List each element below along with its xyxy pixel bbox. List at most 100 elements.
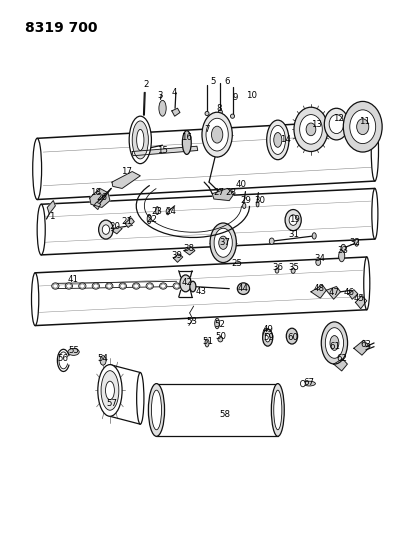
Text: 40: 40 [235, 180, 246, 189]
Ellipse shape [273, 390, 281, 430]
Text: 38: 38 [183, 244, 194, 253]
Text: 56: 56 [57, 354, 68, 364]
Circle shape [328, 115, 343, 134]
Polygon shape [94, 202, 100, 209]
Text: 10: 10 [245, 91, 256, 100]
Text: 24: 24 [165, 207, 176, 216]
Text: 52: 52 [214, 320, 225, 329]
Ellipse shape [205, 118, 228, 151]
Text: 33: 33 [336, 246, 347, 255]
Ellipse shape [100, 356, 106, 365]
Text: 49: 49 [262, 325, 272, 334]
Text: 23: 23 [151, 207, 162, 216]
Ellipse shape [98, 365, 122, 416]
Text: 30: 30 [254, 196, 265, 205]
Ellipse shape [262, 328, 270, 340]
Ellipse shape [65, 283, 72, 289]
Ellipse shape [269, 238, 274, 244]
Ellipse shape [180, 275, 191, 292]
Polygon shape [355, 295, 366, 309]
Ellipse shape [273, 133, 281, 147]
Text: 21: 21 [121, 217, 133, 226]
Ellipse shape [132, 283, 139, 289]
Text: 25: 25 [231, 260, 241, 268]
Ellipse shape [129, 116, 151, 164]
Polygon shape [353, 341, 369, 355]
Ellipse shape [159, 283, 166, 289]
Circle shape [356, 119, 368, 135]
Ellipse shape [290, 268, 294, 273]
Text: 37: 37 [219, 238, 230, 247]
Ellipse shape [209, 223, 236, 263]
Text: 57: 57 [106, 399, 117, 408]
Ellipse shape [274, 268, 278, 273]
Text: 51: 51 [202, 337, 213, 346]
Ellipse shape [204, 339, 209, 347]
Text: 28: 28 [225, 188, 236, 197]
Polygon shape [310, 285, 326, 298]
Polygon shape [184, 246, 194, 255]
Circle shape [299, 115, 321, 144]
Ellipse shape [266, 120, 288, 160]
Text: 32: 32 [348, 238, 359, 247]
Text: 13: 13 [310, 119, 321, 128]
Text: 12: 12 [332, 114, 343, 123]
Ellipse shape [101, 370, 119, 410]
Polygon shape [112, 227, 122, 234]
Text: 5: 5 [210, 77, 215, 86]
Ellipse shape [265, 334, 270, 342]
Ellipse shape [285, 328, 297, 344]
Ellipse shape [136, 130, 144, 150]
Text: 3: 3 [157, 91, 163, 100]
Ellipse shape [151, 390, 161, 430]
Text: 54: 54 [97, 354, 108, 364]
Text: 39: 39 [171, 252, 182, 261]
Ellipse shape [119, 283, 126, 289]
Text: 62: 62 [335, 354, 346, 364]
Polygon shape [333, 359, 346, 371]
Circle shape [293, 107, 327, 151]
Text: 1: 1 [48, 212, 54, 221]
Ellipse shape [338, 250, 344, 262]
Ellipse shape [303, 381, 315, 386]
Ellipse shape [218, 236, 227, 249]
Ellipse shape [329, 336, 338, 350]
Ellipse shape [321, 322, 347, 364]
Ellipse shape [33, 139, 41, 199]
Ellipse shape [166, 208, 169, 215]
Text: 36: 36 [272, 263, 283, 272]
Ellipse shape [237, 283, 249, 294]
Ellipse shape [213, 228, 232, 257]
Text: 19: 19 [288, 214, 299, 223]
Ellipse shape [37, 204, 45, 255]
Polygon shape [212, 189, 234, 200]
Circle shape [342, 101, 381, 152]
Circle shape [349, 110, 375, 143]
Text: 58: 58 [218, 410, 229, 419]
Ellipse shape [262, 329, 272, 346]
Text: 41: 41 [68, 275, 79, 284]
Text: 55: 55 [68, 346, 79, 356]
Text: 9: 9 [232, 93, 238, 102]
Ellipse shape [211, 126, 222, 143]
Text: 46: 46 [342, 288, 353, 297]
Ellipse shape [148, 384, 164, 437]
Polygon shape [171, 108, 180, 116]
Ellipse shape [230, 114, 234, 118]
Ellipse shape [214, 318, 219, 329]
Text: 15: 15 [157, 146, 168, 155]
Ellipse shape [370, 120, 378, 181]
Ellipse shape [92, 283, 99, 289]
Ellipse shape [204, 111, 209, 116]
Text: 4: 4 [171, 88, 177, 97]
Polygon shape [326, 287, 339, 299]
Text: 35: 35 [288, 263, 299, 272]
Ellipse shape [242, 203, 245, 208]
Ellipse shape [52, 283, 59, 289]
Text: 60: 60 [287, 333, 298, 342]
Text: 31: 31 [288, 230, 299, 239]
Ellipse shape [79, 283, 86, 289]
Polygon shape [112, 172, 140, 189]
Text: 63: 63 [360, 340, 371, 349]
Circle shape [306, 123, 315, 136]
